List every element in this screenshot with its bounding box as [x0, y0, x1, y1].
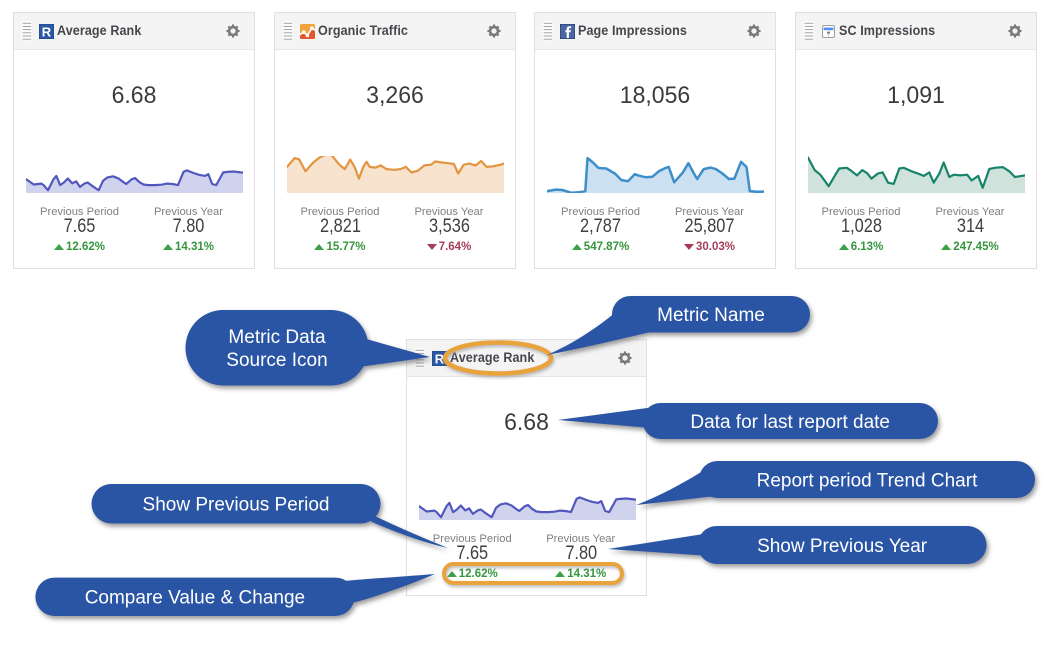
svg-text:Data for last report date: Data for last report date	[690, 412, 890, 433]
svg-text:Show Previous Period: Show Previous Period	[143, 495, 330, 516]
svg-text:R: R	[42, 24, 52, 39]
svg-text:Report period Trend Chart: Report period Trend Chart	[757, 470, 978, 491]
svg-text:Metric Data: Metric Data	[228, 327, 326, 348]
svg-text:R: R	[435, 351, 445, 366]
svg-text:Source Icon: Source Icon	[226, 350, 327, 371]
svg-text:Show Previous Year: Show Previous Year	[757, 536, 928, 557]
svg-text:Compare Value & Change: Compare Value & Change	[85, 588, 305, 609]
svg-text:Metric Name: Metric Name	[657, 305, 765, 326]
